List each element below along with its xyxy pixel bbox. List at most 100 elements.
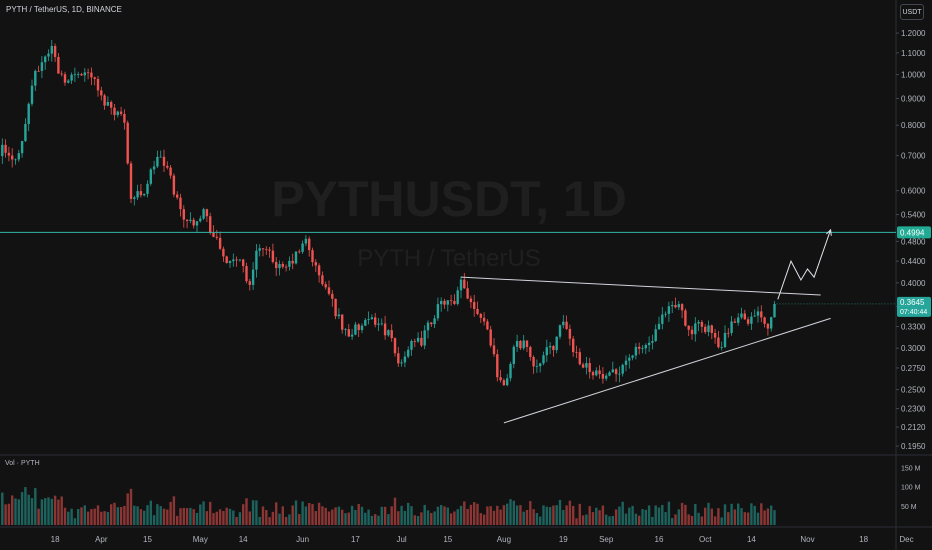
candle-body [162,156,166,166]
candle-body [756,311,760,316]
volume-bar [512,500,515,525]
volume-bar [535,513,539,525]
candle-body [136,191,139,198]
volume-bar [159,506,162,525]
volume-bar [215,511,218,525]
price-tick-label: 0.2750 [901,364,926,373]
candle-body [525,340,529,348]
volume-bar [232,510,235,525]
candle-body [740,313,743,318]
candle-body [400,362,403,364]
volume-bar [189,507,192,525]
candle-body [638,346,641,349]
candle-body [671,305,674,307]
candle-body [172,175,176,195]
volume-bar [713,516,717,525]
candle-body [281,264,284,267]
volume-bar [380,506,383,525]
candle-body [354,324,357,335]
candle-body [119,111,123,114]
price-tick-label: 0.3300 [901,323,926,332]
projection-path[interactable] [777,229,832,300]
candle-body [605,375,608,379]
volume-bar [225,507,228,525]
volume-bar [27,494,30,525]
time-tick-label: 18 [51,535,60,544]
volume-bar [73,518,77,525]
volume-bar [14,498,17,525]
volume-bar [753,505,756,525]
candle-body [57,56,60,74]
time-tick-label: Jul [396,535,406,544]
candle-body [199,218,202,222]
volume-bar [572,506,575,525]
last-price-label: 0.3645 [900,298,925,307]
volume-bar [251,500,255,525]
volume-bar [423,504,426,525]
volume-bar [456,509,459,525]
candle-body [515,341,519,347]
candle-body [423,330,426,346]
candle-body [225,256,228,264]
volume-bar [466,508,469,525]
candle-body [146,183,149,194]
volume-bar [664,512,667,525]
candle-body [588,363,591,373]
volume-bar [397,511,400,525]
volume-bar [575,518,578,525]
candle-body [44,56,47,63]
volume-bar [519,505,522,525]
candle-body [697,321,700,324]
candle-body [27,103,30,125]
volume-bar [199,504,202,525]
volume-bar [136,506,139,525]
volume-bar [90,509,93,525]
upper-trendline[interactable] [460,276,821,296]
volume-bar [228,508,232,525]
volume-bar [763,510,766,525]
candle-body [647,342,651,346]
price-tick-label: 0.4000 [901,279,926,288]
candle-body [360,325,364,331]
price-tick-label: 1.1000 [901,49,926,58]
volume-bar [601,505,605,525]
volume-bar [436,506,440,525]
candle-body [166,165,169,168]
volume-bar [430,512,433,525]
candle-body [317,265,321,276]
volume-bar [562,509,565,525]
volume-bar [618,506,621,525]
volume-bar [331,509,334,525]
volume-bar [176,515,179,525]
candle-body [341,314,344,330]
candle-body [677,304,680,308]
volume-bar [179,508,182,525]
volume-bar [390,506,393,525]
candle-body [308,238,311,251]
volume-bar [489,506,492,525]
projection-arrowhead [826,228,832,236]
volume-bar [341,509,344,525]
candle-body [344,329,347,330]
volume-bar [268,517,271,525]
candle-body [275,261,278,269]
volume-bar [96,505,100,525]
lower-trendline[interactable] [503,317,831,424]
candle-body [185,219,189,221]
candle-body [149,169,152,184]
candle-body [601,374,605,379]
price-tick-label: 0.5400 [901,211,926,220]
candle-body [11,155,14,160]
candle-body [532,357,535,367]
candle-body [565,321,568,329]
time-tick-label: 14 [239,535,248,544]
volume-bar [638,515,641,525]
price-tick-label: 0.8000 [901,121,926,130]
currency-button[interactable]: USDT [900,4,924,20]
volume-bar [182,507,185,525]
candle-body [746,319,750,324]
candle-body [459,279,463,291]
volume-bar [773,510,776,525]
volume-bar [83,505,86,525]
